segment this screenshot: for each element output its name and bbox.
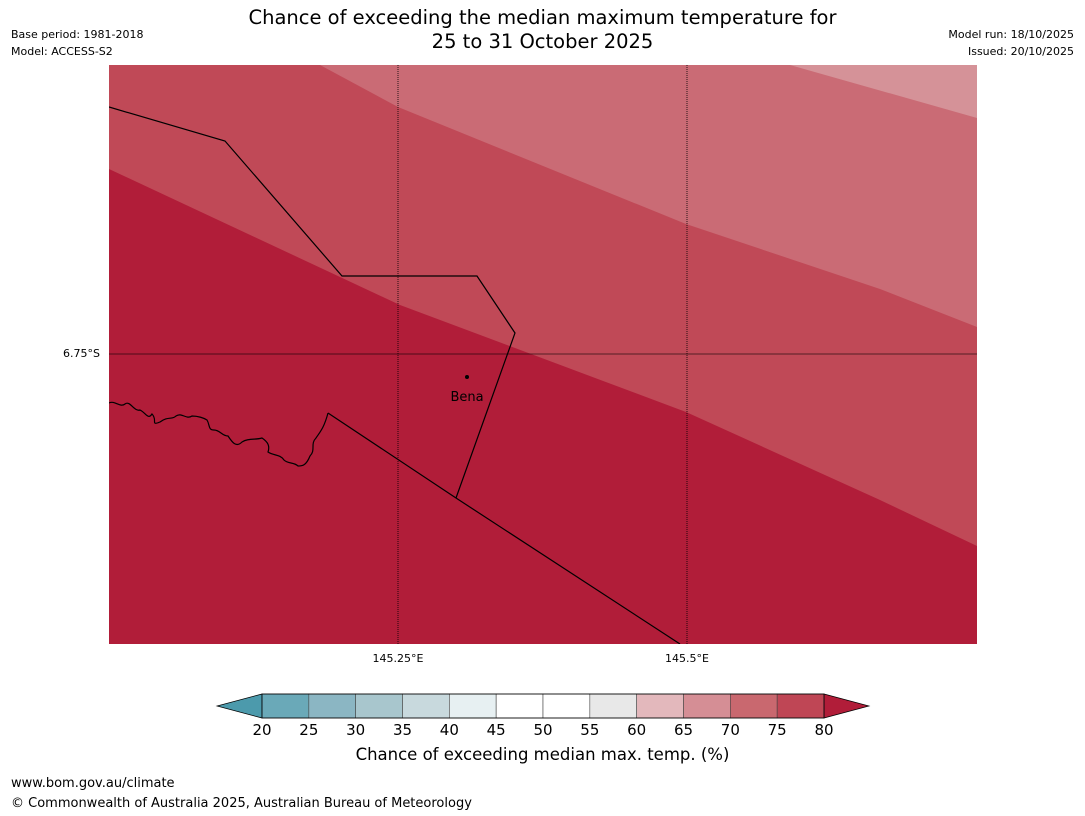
colorbar-ticks: 20 25 30 35 40 45 50 55 60 65 70 75 80 [252, 721, 833, 739]
footer-url[interactable]: www.bom.gov.au/climate [11, 776, 175, 791]
colorbar-box [589, 693, 637, 719]
colorbar-box [776, 693, 825, 719]
colorbar-over-arrow [823, 693, 871, 719]
place-label: Bena [450, 390, 483, 405]
colorbar-box [683, 693, 731, 719]
colorbar-tick-label: 40 [440, 721, 459, 739]
bena-marker[interactable]: Bena [450, 375, 484, 405]
zone-65-70 [790, 65, 977, 118]
forecast-zones [109, 65, 977, 644]
colorbar-box [542, 693, 591, 719]
river-boundary [109, 401, 329, 467]
colorbar-tick-label: 55 [580, 721, 599, 739]
colorbar-outline [261, 693, 825, 719]
lon-label-145-25: 145.25°E [372, 652, 424, 665]
colorbar-box [261, 693, 310, 719]
colorbar-tick-label: 65 [674, 721, 693, 739]
map-title: Chance of exceeding the median maximum t… [0, 6, 1085, 54]
footer-copyright: © Commonwealth of Australia 2025, Austra… [11, 796, 472, 811]
colorbar-box [308, 693, 356, 719]
meta-right: Model run: 18/10/2025 Issued: 20/10/2025 [948, 26, 1074, 60]
colorbar-box [355, 693, 403, 719]
base-period-text: Base period: 1981-2018 [11, 28, 144, 41]
town-dot-icon [465, 375, 469, 379]
colorbar-boxes [215, 693, 871, 719]
colorbar-tick-label: 35 [393, 721, 412, 739]
colorbar-box [636, 693, 684, 719]
colorbar-tick-label: 75 [768, 721, 787, 739]
lat-label: 6.75°S [63, 347, 100, 360]
lon-label-145-5: 145.5°E [665, 652, 709, 665]
province-boundary-south [327, 412, 681, 644]
meta-left: Base period: 1981-2018 Model: ACCESS-S2 [11, 26, 143, 60]
zone-70-75 [320, 65, 977, 327]
title-line-1: Chance of exceeding the median maximum t… [248, 6, 837, 29]
colorbar-tick-label: 80 [814, 721, 833, 739]
colorbar-tick-label: 20 [252, 721, 271, 739]
colorbar-box [449, 693, 497, 719]
map-overlays [109, 65, 977, 644]
colorbar-tick-label: 50 [533, 721, 552, 739]
issued-text: Issued: 20/10/2025 [967, 45, 1074, 58]
colorbar-under-arrow [215, 693, 263, 719]
colorbar-box [730, 693, 778, 719]
colorbar-box [495, 693, 544, 719]
colorbar-tick-label: 45 [487, 721, 506, 739]
colorbar-tick-label: 25 [299, 721, 318, 739]
colorbar-box [402, 693, 450, 719]
colorbar-tick-label: 70 [721, 721, 740, 739]
colorbar-tick-label: 30 [346, 721, 365, 739]
title-line-2: 25 to 31 October 2025 [431, 30, 654, 53]
province-boundary [109, 106, 516, 499]
model-text: Model: ACCESS-S2 [11, 45, 113, 58]
model-run-text: Model run: 18/10/2025 [948, 28, 1074, 41]
colorbar-tick-label: 60 [627, 721, 646, 739]
colorbar-title: Chance of exceeding median max. temp. (%… [355, 745, 730, 764]
